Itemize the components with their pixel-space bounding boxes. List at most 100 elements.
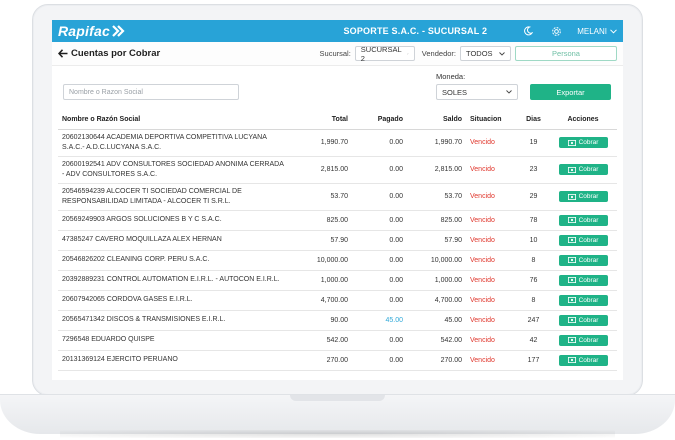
cell-pagado: 0.00 (352, 156, 407, 184)
cobrar-button[interactable]: Cobrar (558, 254, 608, 266)
cobrar-button[interactable]: Cobrar (558, 294, 608, 306)
cell-saldo: 270.00 (407, 350, 466, 371)
table-row[interactable]: 47385247 CAVERO MOQUILLAZA ALEX HERNAN 57… (58, 230, 617, 251)
table-row[interactable]: 20392889231 CONTROL AUTOMATION E.I.R.L. … (58, 270, 617, 291)
cash-icon (567, 277, 576, 283)
cell-situacion: Vencido (466, 330, 518, 351)
cell-pagado: 0.00 (352, 183, 407, 211)
cobrar-button[interactable]: Cobrar (558, 334, 608, 346)
user-name: MELANI (577, 26, 607, 36)
cash-icon (567, 257, 576, 263)
cell-acciones: Cobrar (549, 183, 617, 211)
cell-pagado: 0.00 (352, 330, 407, 351)
cell-acciones: Cobrar (549, 270, 617, 291)
table-row[interactable]: 20602130644 ACADEMIA DEPORTIVA COMPETITI… (58, 129, 617, 157)
cell-saldo: 542.00 (407, 330, 466, 351)
moneda-select[interactable]: SOLES (436, 84, 518, 100)
cell-total: 270.00 (291, 350, 352, 371)
arrow-left-icon[interactable] (58, 49, 68, 58)
cobrar-button[interactable]: Cobrar (558, 214, 608, 226)
table-row[interactable]: 20607942065 CORDOVA GASES E.I.R.L. 4,700.… (58, 290, 617, 311)
cell-acciones: Cobrar (549, 129, 617, 157)
cobrar-button[interactable]: Cobrar (558, 191, 608, 202)
cobrar-button[interactable]: Cobrar (558, 164, 608, 175)
logo-text: Rapifac (58, 23, 110, 39)
cell-dias: 177 (518, 350, 549, 371)
header-filters: Sucursal: SUCURSAL 2 Vendedor: TODOS Per… (320, 44, 617, 63)
cobrar-label: Cobrar (578, 336, 599, 344)
accounts-table: Nombre o Razón Social Total Pagado Saldo… (58, 110, 617, 371)
page-header: Cuentas por Cobrar Sucursal: SUCURSAL 2 … (52, 42, 623, 66)
table-row[interactable]: 20565471342 DISCOS & TRANSMISIONES E.I.R… (58, 310, 617, 331)
cell-name: 20546594239 ALCOCER TI SOCIEDAD COMERCIA… (58, 183, 291, 211)
vendedor-select[interactable]: TODOS (460, 46, 511, 61)
cell-total: 542.00 (291, 330, 352, 351)
laptop-shadow (60, 430, 615, 438)
table-row[interactable]: 20131369124 EJERCITO PERUANO 270.00 0.00 27… (58, 350, 617, 371)
filter-toolbar: Moneda: Nombre o Razon Social SOLES Expo… (52, 66, 623, 110)
search-input[interactable]: Nombre o Razon Social (63, 84, 239, 100)
cell-saldo: 825.00 (407, 210, 466, 231)
cobrar-button[interactable]: Cobrar (558, 137, 608, 148)
col-header-name[interactable]: Nombre o Razón Social (58, 110, 291, 130)
cell-name: 20392889231 CONTROL AUTOMATION E.I.R.L. … (58, 270, 291, 291)
user-menu[interactable]: MELANI (577, 27, 617, 36)
cell-pagado: 0.00 (352, 210, 407, 231)
cobrar-button[interactable]: Cobrar (558, 314, 608, 326)
laptop-notch (290, 395, 385, 401)
col-header-dias[interactable]: Dias (518, 110, 549, 130)
moon-icon[interactable] (521, 24, 535, 38)
search-placeholder: Nombre o Razon Social (69, 88, 143, 96)
cell-dias: 78 (518, 210, 549, 231)
laptop-base (0, 394, 675, 434)
cell-dias: 8 (518, 250, 549, 271)
persona-placeholder: Persona (552, 49, 580, 58)
cell-dias: 10 (518, 230, 549, 251)
cell-name: 20602130644 ACADEMIA DEPORTIVA COMPETITI… (58, 129, 291, 157)
persona-input[interactable]: Persona (515, 46, 617, 61)
cell-name: 20600192541 ADV CONSULTORES SOCIEDAD ANO… (58, 156, 291, 184)
cell-acciones: Cobrar (549, 310, 617, 331)
cash-icon (567, 337, 576, 343)
cell-total: 90.00 (291, 310, 352, 331)
export-button[interactable]: Exportar (530, 84, 611, 100)
cobrar-label: Cobrar (578, 193, 599, 200)
app-logo[interactable]: Rapifac (58, 23, 126, 39)
cobrar-button[interactable]: Cobrar (558, 354, 608, 366)
col-header-situacion[interactable]: Situacion (466, 110, 518, 130)
cell-saldo: 4,700.00 (407, 290, 466, 311)
cell-name: 20607942065 CORDOVA GASES E.I.R.L. (58, 290, 291, 311)
cash-icon (567, 166, 576, 173)
cell-name: 47385247 CAVERO MOQUILLAZA ALEX HERNAN (58, 230, 291, 251)
cell-total: 825.00 (291, 210, 352, 231)
cash-icon (567, 297, 576, 303)
table-row[interactable]: 20569249903 ARGOS SOLUCIONES B Y C S.A.C… (58, 210, 617, 231)
cell-saldo: 57.90 (407, 230, 466, 251)
col-header-total[interactable]: Total (291, 110, 352, 130)
col-header-pagado[interactable]: Pagado (352, 110, 407, 130)
cell-dias: 8 (518, 290, 549, 311)
sucursal-value: SUCURSAL 2 (360, 44, 402, 63)
cell-situacion: Vencido (466, 250, 518, 271)
gear-icon[interactable] (549, 24, 563, 38)
table-row[interactable]: 20600192541 ADV CONSULTORES SOCIEDAD ANO… (58, 156, 617, 184)
cobrar-label: Cobrar (578, 356, 599, 364)
sucursal-select[interactable]: SUCURSAL 2 (354, 44, 415, 63)
cell-dias: 42 (518, 330, 549, 351)
cell-acciones: Cobrar (549, 330, 617, 351)
cell-dias: 29 (518, 183, 549, 211)
cobrar-button[interactable]: Cobrar (558, 274, 608, 286)
chevron-down-icon (506, 90, 512, 94)
page-title: Cuentas por Cobrar (58, 48, 160, 59)
table-row[interactable]: 20546826202 CLEANING CORP. PERU S.A.C. 10… (58, 250, 617, 271)
cell-acciones: Cobrar (549, 230, 617, 251)
cash-icon (567, 237, 576, 243)
cell-total: 10,000.00 (291, 250, 352, 271)
chevron-down-icon (499, 51, 505, 56)
cobrar-label: Cobrar (578, 236, 599, 244)
company-name: SOPORTE S.A.C. - SUCURSAL 2 (343, 26, 488, 36)
table-row[interactable]: 20546594239 ALCOCER TI SOCIEDAD COMERCIA… (58, 183, 617, 211)
col-header-saldo[interactable]: Saldo (407, 110, 466, 130)
cobrar-button[interactable]: Cobrar (558, 234, 608, 246)
table-row[interactable]: 7296548 EDUARDO QUISPE 542.00 0.00 542.00 Ve… (58, 330, 617, 351)
